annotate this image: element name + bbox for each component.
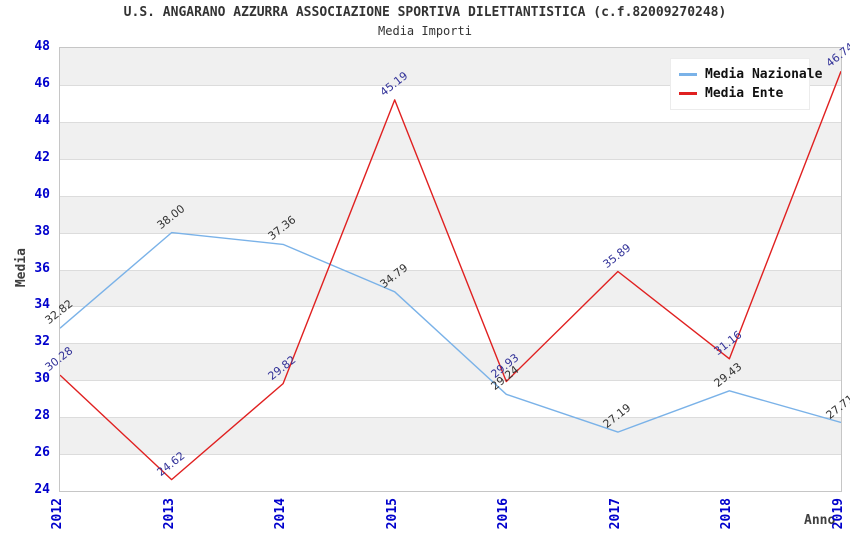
- y-tick-label: 26: [34, 445, 50, 461]
- gridline: [60, 84, 841, 86]
- grid-band: [60, 454, 841, 491]
- x-axis-title: Anno: [804, 513, 836, 528]
- grid-band: [60, 306, 841, 344]
- grid-band: [60, 232, 841, 270]
- x-tick-label: 2014: [273, 498, 289, 530]
- gridline: [60, 121, 841, 123]
- x-tick-label: 2012: [50, 498, 65, 530]
- y-tick-label: 24: [34, 482, 50, 497]
- gridline: [60, 306, 841, 308]
- series-line-1: [60, 71, 841, 481]
- grid-band: [60, 195, 841, 233]
- x-tick-label: 2016: [496, 498, 512, 530]
- gridline: [60, 232, 841, 234]
- y-tick-label: 48: [34, 39, 50, 54]
- y-tick-label: 36: [34, 260, 50, 276]
- legend: Media Nazionale Media Ente: [670, 58, 822, 110]
- legend-label: Media Nazionale: [705, 67, 823, 82]
- legend-line-swatch-ente: [679, 92, 697, 95]
- series-lines: [60, 71, 841, 481]
- data-point-label: 46.74: [823, 40, 850, 71]
- grid-band: [60, 417, 841, 455]
- gridline: [60, 195, 841, 197]
- y-tick-label: 46: [34, 75, 50, 91]
- grid-band: [60, 380, 841, 418]
- plot-area: [59, 47, 842, 492]
- legend-item-media-nazionale: Media Nazionale: [679, 65, 822, 84]
- grid-band: [60, 121, 841, 159]
- grid-band: [60, 343, 841, 381]
- chart-subtitle: Media Importi: [378, 24, 472, 38]
- grid-band: [60, 158, 841, 196]
- x-tick-label: 2015: [384, 498, 400, 530]
- y-tick-label: 34: [34, 297, 50, 313]
- y-tick-label: 40: [34, 186, 50, 202]
- legend-line-swatch-nazionale: [679, 73, 697, 76]
- gridline: [60, 380, 841, 382]
- legend-item-media-ente: Media Ente: [679, 84, 801, 103]
- y-tick-label: 38: [34, 223, 50, 239]
- gridline: [60, 417, 841, 419]
- y-tick-label: 44: [34, 112, 50, 128]
- y-tick-label: 28: [34, 408, 50, 424]
- legend-label: Media Ente: [705, 86, 784, 101]
- y-tick-label: 32: [34, 334, 50, 350]
- series-line-0: [60, 231, 841, 433]
- gridline: [60, 454, 841, 456]
- y-tick-label: 30: [34, 371, 50, 387]
- x-tick-label: 2018: [719, 498, 735, 530]
- x-tick-label: 2019: [831, 498, 846, 530]
- x-tick-label: 2013: [161, 498, 177, 530]
- x-tick-label: 2017: [607, 498, 623, 530]
- chart-title: U.S. ANGARANO AZZURRA ASSOCIAZIONE SPORT…: [123, 5, 727, 20]
- grid-band: [60, 269, 841, 307]
- gridline: [60, 158, 841, 160]
- gridline: [60, 269, 841, 271]
- y-tick-label: 42: [34, 149, 50, 165]
